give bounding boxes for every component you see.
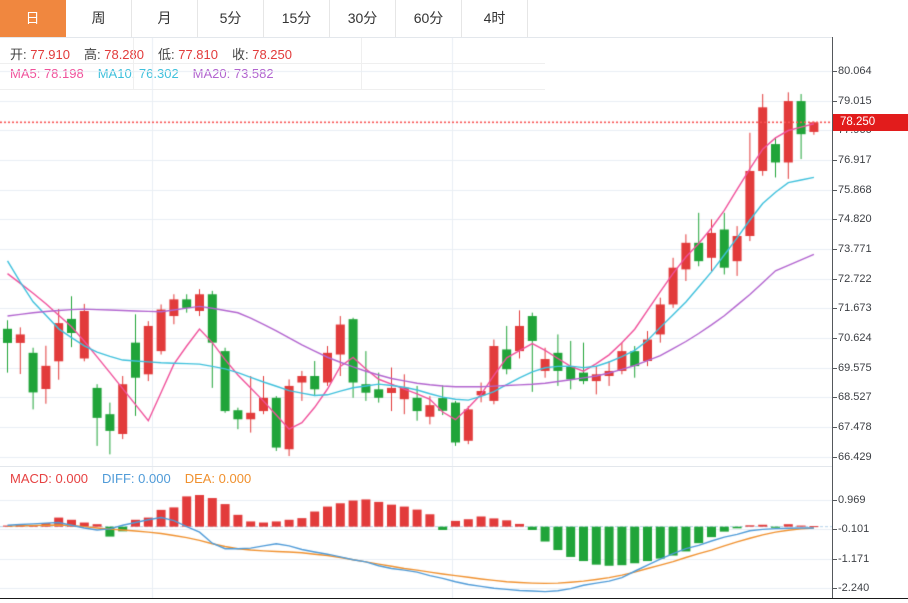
price-candlestick-chart[interactable] [0,38,832,466]
chart-bottom-border [0,598,908,599]
axis-tickmark [833,426,837,428]
tab-周[interactable]: 周 [66,0,132,37]
tab-15分[interactable]: 15分 [264,0,330,37]
readout-item: MACD: 0.000 [10,471,89,486]
price-tick-label: 80.064 [838,65,872,77]
axis-tickmark [833,588,837,590]
axis-tickmark [833,219,837,221]
tab-4时[interactable]: 4时 [462,0,528,37]
axis-tickmark [833,367,837,369]
axis-tickmark [833,100,837,102]
price-tick-label: 66.429 [838,450,872,463]
macd-tick-label: 0.969 [838,494,866,506]
axis-tickmark [833,308,837,310]
macd-readout: MACD: 0.000 DIFF: 0.000 DEA: 0.000 [10,471,265,486]
axis-tickmark [833,338,837,339]
readout-item: DEA: 0.000 [184,471,252,486]
price-tick-label: 79.015 [838,94,872,107]
macd-indicator-chart[interactable] [0,467,832,598]
readout-item: DIFF: 0.000 [102,471,171,486]
axis-tickmark [833,71,837,72]
price-tick-label: 74.820 [838,213,872,226]
axis-tickmark [833,278,837,280]
axis-tickmark [833,529,837,531]
axis-tickmark [833,558,837,560]
axis-tickmark [833,500,837,501]
price-tick-label: 73.771 [838,242,872,255]
tab-月[interactable]: 月 [132,0,198,37]
axis-tickmark [833,248,837,250]
macd-tick-label: -1.171 [838,552,870,565]
tab-30分[interactable]: 30分 [330,0,396,37]
tab-5分[interactable]: 5分 [198,0,264,37]
axis-tickmark [833,189,837,191]
period-tab-bar: 日周月 5分 15分 30分 60分 4时 [0,0,908,38]
price-tick-label: 70.624 [838,332,872,344]
price-tick-label: 69.575 [838,361,872,374]
price-tick-label: 71.673 [838,302,872,315]
price-tick-label: 76.917 [838,154,872,166]
price-tick-label: 67.478 [838,420,872,433]
axis-tickmark [833,456,837,458]
tab-日[interactable]: 日 [0,0,66,37]
last-price-tag: 78.250 [833,113,908,131]
macd-tick-label: -0.101 [838,523,870,536]
macd-tick-label: -2.240 [838,582,870,595]
pane-divider [0,466,832,467]
price-tick-label: 75.868 [838,183,872,196]
price-tick-label: 68.527 [838,391,872,404]
tab-60分[interactable]: 60分 [396,0,462,37]
price-tick-label: 72.722 [838,272,872,285]
axis-tickmark [833,130,837,132]
axis-tickmark [833,397,837,399]
axis-tickmark [833,160,837,161]
